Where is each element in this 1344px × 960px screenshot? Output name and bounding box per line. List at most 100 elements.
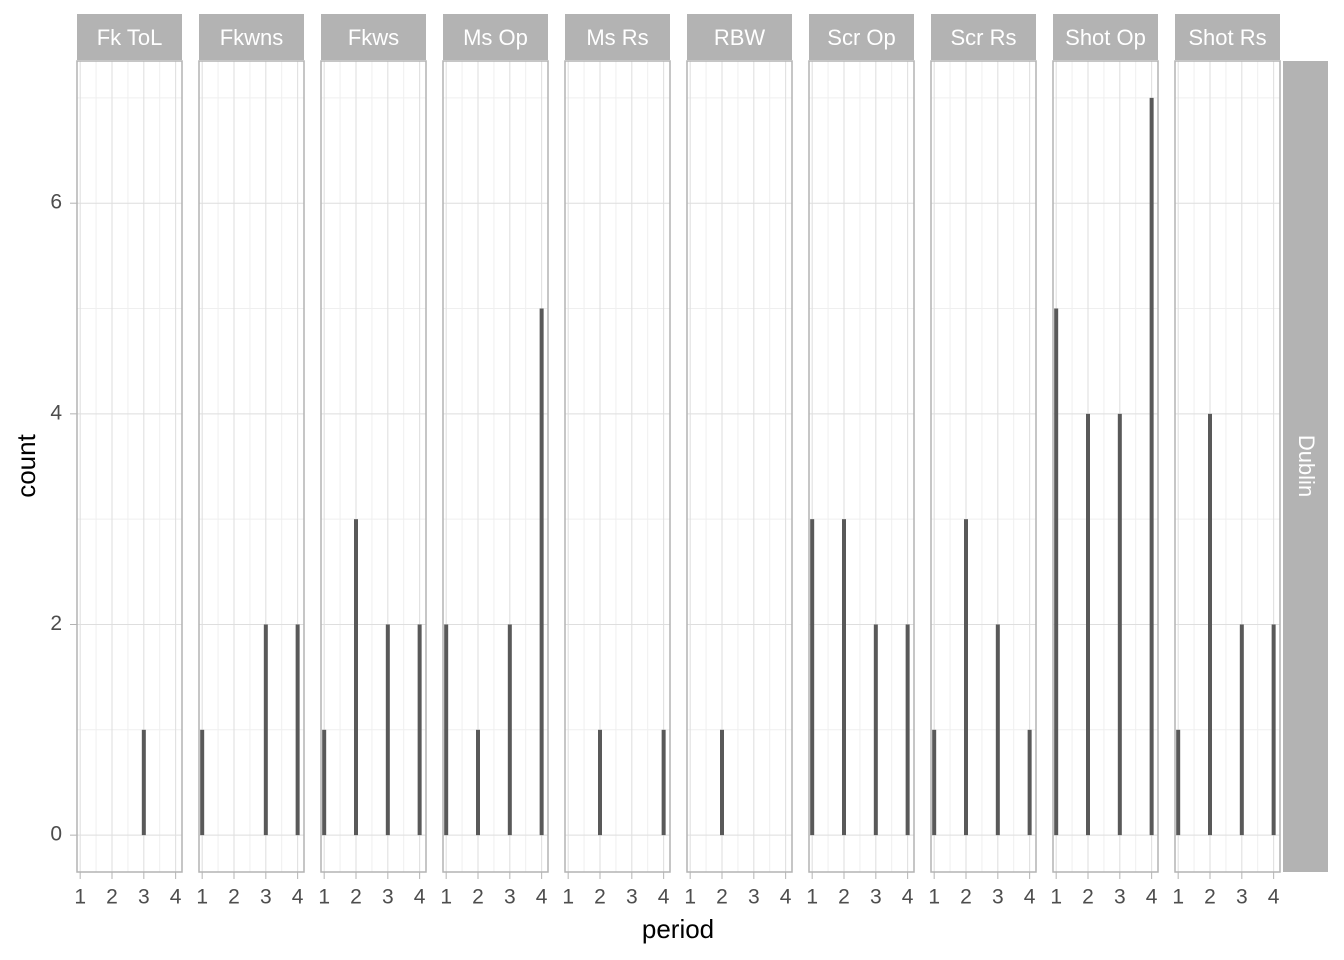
bar <box>1027 729 1032 836</box>
panel-border <box>320 60 427 873</box>
y-tick-label: 6 <box>50 191 62 214</box>
x-tick-label: 3 <box>382 886 394 909</box>
bar <box>476 729 480 836</box>
x-tick-label: 1 <box>74 886 86 909</box>
x-tick-label: 2 <box>1082 886 1094 909</box>
x-tick-label: 2 <box>594 886 606 909</box>
bar <box>598 729 602 836</box>
x-tick-label: 1 <box>318 886 330 909</box>
panel-border <box>808 60 915 873</box>
facet-label: Fk ToL <box>97 25 163 50</box>
x-tick-label: 4 <box>536 886 548 909</box>
bar <box>1208 413 1212 836</box>
facet-label: RBW <box>714 25 766 50</box>
facet-strip <box>931 14 1036 60</box>
facet-strip <box>1053 14 1158 60</box>
row-strip-label: Dublin <box>1294 435 1319 497</box>
x-tick-label: 4 <box>292 886 304 909</box>
panel-border <box>1174 60 1281 873</box>
x-tick-label: 3 <box>626 886 638 909</box>
x-tick-label: 2 <box>960 886 972 909</box>
panel-border <box>442 60 549 873</box>
bar <box>200 729 205 836</box>
facet-strip <box>809 14 914 60</box>
facet-strip <box>443 14 548 60</box>
x-tick-label: 3 <box>1114 886 1126 909</box>
panel-border <box>686 60 793 873</box>
bar <box>810 519 815 836</box>
bar <box>1054 308 1059 836</box>
x-tick-label: 3 <box>260 886 272 909</box>
x-tick-label: 2 <box>228 886 240 909</box>
bar <box>444 624 449 836</box>
y-tick-label: 4 <box>50 401 62 424</box>
facet-strip <box>199 14 304 60</box>
facet-label: Shot Rs <box>1188 25 1266 50</box>
bar <box>964 519 968 836</box>
x-tick-label: 3 <box>1236 886 1248 909</box>
bar <box>354 519 358 836</box>
x-tick-label: 3 <box>992 886 1004 909</box>
bar <box>842 519 846 836</box>
facet-strip <box>565 14 670 60</box>
facet-label: Fkwns <box>220 25 284 50</box>
bar <box>141 729 146 836</box>
bar <box>720 729 724 836</box>
x-tick-label: 1 <box>1172 886 1184 909</box>
x-tick-label: 2 <box>716 886 728 909</box>
bar <box>507 624 512 836</box>
bar <box>263 624 268 836</box>
bar <box>322 729 327 836</box>
x-tick-label: 1 <box>562 886 574 909</box>
bar <box>873 624 878 836</box>
bar <box>385 624 390 836</box>
facet-strip <box>687 14 792 60</box>
panel-border <box>76 60 183 873</box>
bar <box>539 308 544 836</box>
x-tick-label: 2 <box>838 886 850 909</box>
facet-label: Fkws <box>348 25 399 50</box>
x-tick-label: 4 <box>1024 886 1036 909</box>
x-tick-label: 4 <box>1268 886 1280 909</box>
panel-border <box>930 60 1037 873</box>
x-tick-label: 4 <box>902 886 914 909</box>
facet-strip <box>1175 14 1280 60</box>
x-tick-label: 3 <box>138 886 150 909</box>
bar <box>1117 413 1122 836</box>
x-tick-label: 4 <box>170 886 182 909</box>
bar <box>1149 97 1154 836</box>
facet-label: Scr Rs <box>951 25 1017 50</box>
facet-label: Shot Op <box>1065 25 1146 50</box>
facet-label: Ms Rs <box>586 25 648 50</box>
x-tick-label: 4 <box>780 886 792 909</box>
facet-label: Scr Op <box>827 25 895 50</box>
x-tick-label: 3 <box>870 886 882 909</box>
bar <box>905 624 910 836</box>
facet-label: Ms Op <box>463 25 528 50</box>
panel-border <box>198 60 305 873</box>
bar <box>295 624 300 836</box>
x-tick-label: 1 <box>1050 886 1062 909</box>
bar <box>1176 729 1181 836</box>
x-tick-label: 1 <box>684 886 696 909</box>
y-axis-label: count <box>11 433 41 497</box>
x-tick-label: 2 <box>350 886 362 909</box>
x-tick-label: 4 <box>1146 886 1158 909</box>
facet-strip <box>77 14 182 60</box>
bar <box>1239 624 1244 836</box>
panel-border <box>564 60 671 873</box>
x-tick-label: 3 <box>504 886 516 909</box>
bar <box>661 729 666 836</box>
bar <box>995 624 1000 836</box>
bar <box>1271 624 1276 836</box>
y-tick-label: 0 <box>50 823 62 846</box>
x-tick-label: 4 <box>414 886 426 909</box>
x-tick-label: 1 <box>440 886 452 909</box>
x-tick-label: 1 <box>806 886 818 909</box>
x-tick-label: 1 <box>196 886 208 909</box>
facet-strip <box>321 14 426 60</box>
bar <box>1086 413 1090 836</box>
x-tick-label: 1 <box>928 886 940 909</box>
x-tick-label: 3 <box>748 886 760 909</box>
